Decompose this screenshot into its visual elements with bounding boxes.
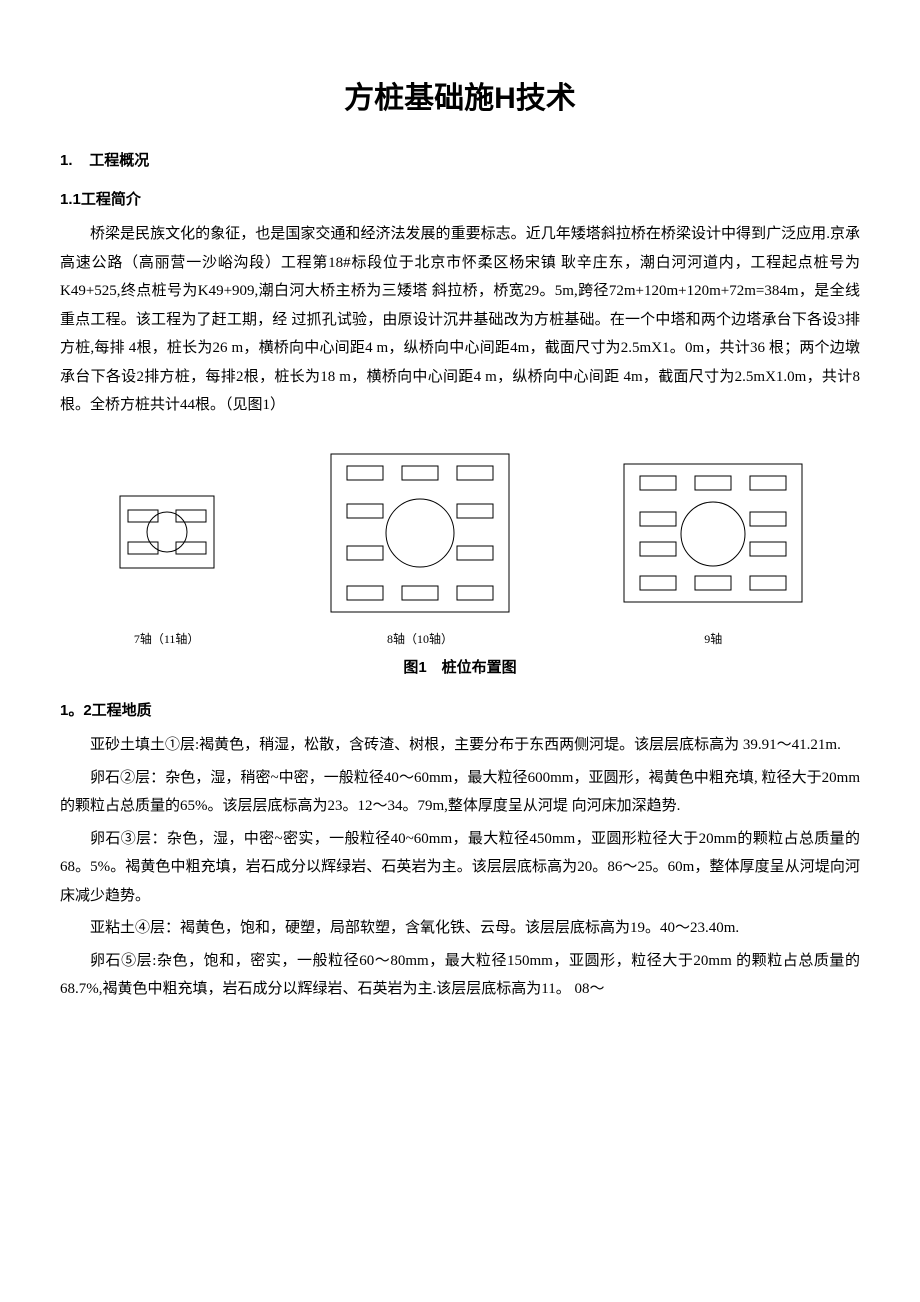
section-1-num: 1. <box>60 152 73 169</box>
figure-9-axis-diagram <box>618 458 808 608</box>
section-1-2-p1: 亚砂土填土①层:褐黄色，稍湿，松散，含砖渣、树根，主要分布于东西两侧河堤。该层层… <box>60 731 860 760</box>
figure-8-axis-diagram <box>325 448 515 618</box>
section-1-2-p2: 卵石②层：杂色，湿，稍密~中密，一般粒径40～60mm，最大粒径600mm，亚圆… <box>60 764 860 821</box>
section-1-2-p4: 亚粘土④层：褐黄色，饱和，硬塑，局部软塑，含氧化铁、云母。该层层底标高为19。4… <box>60 914 860 943</box>
caption-9-axis: 9轴 <box>618 628 808 651</box>
section-1-heading: 1. 工程概况 <box>60 147 860 176</box>
figure-7-axis-diagram <box>112 488 222 578</box>
caption-7-axis: 7轴（11轴） <box>112 628 222 651</box>
section-1-2-heading: 1。2工程地质 <box>60 697 860 726</box>
section-1-2-p5: 卵石⑤层:杂色，饱和，密实，一般粒径60～80mm，最大粒径150mm，亚圆形，… <box>60 947 860 1004</box>
page-title: 方桩基础施H技术 <box>60 70 860 127</box>
figure-1-row <box>60 448 860 618</box>
section-1-2-p3: 卵石③层：杂色，湿，中密~密实，一般粒径40~60mm，最大粒径450mm，亚圆… <box>60 825 860 911</box>
section-1-label: 工程概况 <box>89 152 149 169</box>
section-1-1-p1: 桥梁是民族文化的象征，也是国家交通和经济法发展的重要标志。近几年矮塔斜拉桥在桥梁… <box>60 220 860 420</box>
figure-1-title: 图1 桩位布置图 <box>60 654 860 683</box>
section-1-1-heading: 1.1工程简介 <box>60 186 860 215</box>
figure-captions: 7轴（11轴） 8轴（10轴） 9轴 <box>60 628 860 651</box>
caption-8-axis: 8轴（10轴） <box>325 628 515 651</box>
